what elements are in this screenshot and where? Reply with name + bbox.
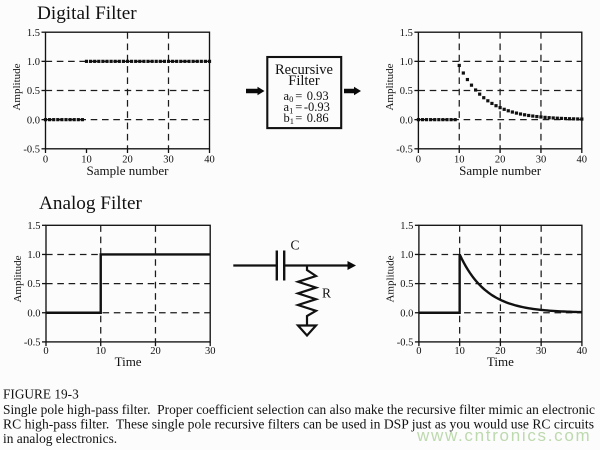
- svg-text:0.5: 0.5: [27, 279, 40, 290]
- svg-text:1.5: 1.5: [400, 28, 413, 39]
- svg-text:20: 20: [495, 155, 506, 166]
- svg-text:Filter: Filter: [288, 73, 320, 89]
- svg-text:-0.5: -0.5: [24, 338, 41, 349]
- svg-text:0.5: 0.5: [400, 279, 413, 290]
- svg-text:20: 20: [495, 346, 506, 357]
- svg-text:www.cntronics.com: www.cntronics.com: [416, 426, 591, 445]
- svg-text:10: 10: [454, 155, 465, 166]
- svg-text:0: 0: [416, 155, 421, 166]
- svg-text:-0.5: -0.5: [23, 144, 40, 155]
- svg-text:0: 0: [416, 346, 421, 357]
- svg-text:40: 40: [577, 155, 588, 166]
- svg-text:0: 0: [43, 155, 48, 166]
- svg-text:10: 10: [81, 155, 92, 166]
- svg-text:Time: Time: [115, 354, 142, 369]
- svg-text:R: R: [322, 286, 331, 301]
- svg-text:Sample number: Sample number: [87, 163, 170, 178]
- svg-text:Amplitude: Amplitude: [384, 63, 396, 110]
- svg-text:1.5: 1.5: [400, 221, 413, 232]
- svg-text:1.0: 1.0: [27, 250, 40, 261]
- svg-text:Single pole high-pass filter.: Single pole high-pass filter. Proper coe…: [3, 402, 595, 417]
- svg-text:10: 10: [454, 346, 465, 357]
- svg-text:0.5: 0.5: [27, 86, 40, 97]
- svg-text:20: 20: [122, 155, 133, 166]
- svg-text:Amplitude: Amplitude: [12, 255, 24, 302]
- svg-text:0.0: 0.0: [27, 308, 40, 319]
- svg-text:0.0: 0.0: [27, 115, 40, 126]
- svg-text:Digital Filter: Digital Filter: [37, 3, 137, 24]
- svg-text:Amplitude: Amplitude: [11, 63, 23, 110]
- svg-text:1.0: 1.0: [400, 250, 413, 261]
- svg-text:1.5: 1.5: [27, 221, 40, 232]
- svg-text:30: 30: [205, 346, 216, 357]
- svg-text:a1=-0.93: a1 = -0.93: [284, 100, 330, 115]
- svg-text:1.0: 1.0: [400, 57, 413, 68]
- svg-text:10: 10: [95, 346, 106, 357]
- svg-text:40: 40: [204, 155, 215, 166]
- svg-text:0: 0: [43, 346, 48, 357]
- svg-text:0.5: 0.5: [400, 86, 413, 97]
- svg-text:30: 30: [536, 346, 547, 357]
- svg-text:1.0: 1.0: [27, 57, 40, 68]
- svg-text:0.0: 0.0: [400, 115, 413, 126]
- svg-text:Time: Time: [487, 354, 514, 369]
- svg-text:b1=0.86: b1= 0.86: [284, 111, 329, 126]
- svg-text:30: 30: [536, 155, 547, 166]
- svg-text:40: 40: [577, 346, 588, 357]
- svg-text:1.5: 1.5: [27, 28, 40, 39]
- svg-text:0.0: 0.0: [400, 308, 413, 319]
- svg-text:Analog Filter: Analog Filter: [39, 193, 142, 214]
- svg-text:C: C: [291, 238, 300, 253]
- svg-text:30: 30: [163, 155, 174, 166]
- svg-text:in analog electronics.: in analog electronics.: [3, 431, 117, 446]
- svg-text:FIGURE 19-3: FIGURE 19-3: [3, 387, 79, 402]
- svg-text:Recursive: Recursive: [275, 62, 333, 78]
- svg-text:Sample number: Sample number: [459, 163, 542, 178]
- svg-text:RC high-pass filter. These si: RC high-pass filter. These single pole r…: [3, 417, 594, 432]
- svg-text:a0=0.93: a0 = 0.93: [284, 89, 329, 104]
- svg-text:Amplitude: Amplitude: [385, 255, 397, 302]
- svg-text:-0.5: -0.5: [397, 338, 414, 349]
- svg-text:-0.5: -0.5: [396, 144, 413, 155]
- svg-text:20: 20: [150, 346, 161, 357]
